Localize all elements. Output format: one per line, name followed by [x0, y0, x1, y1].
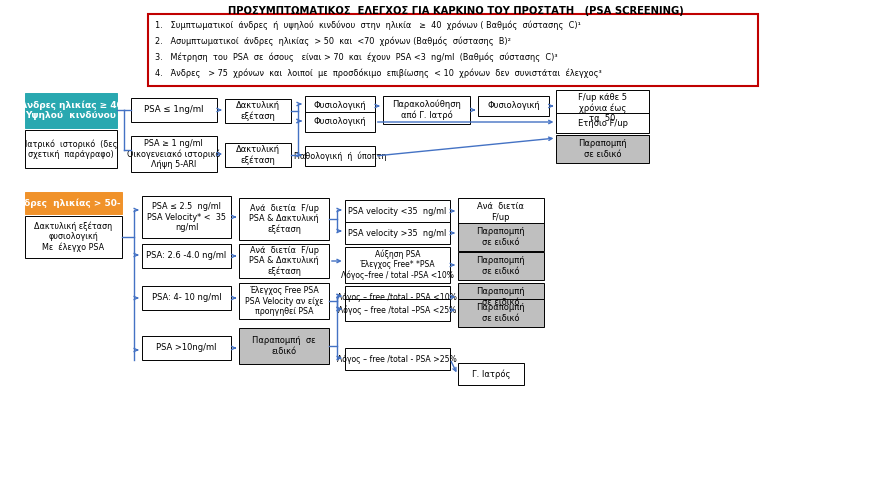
Text: 4.   Άνδρες   > 75  χρόνων  και  λοιποί  με  προσδόκιμο  επιβίωσης  < 10  χρόνων: 4. Άνδρες > 75 χρόνων και λοιποί με προσ…	[155, 69, 602, 79]
Text: Παραπομπή
σε ειδικό: Παραπομπή σε ειδικό	[477, 304, 525, 323]
FancyBboxPatch shape	[239, 198, 329, 240]
FancyBboxPatch shape	[556, 90, 649, 126]
Text: Γ. Ιατρός: Γ. Ιατρός	[471, 369, 511, 379]
Text: Αύξηση PSA
Έλεγχος Free* *PSA
Λόγος–free / total -PSA <10%: Αύξηση PSA Έλεγχος Free* *PSA Λόγος–free…	[341, 249, 454, 281]
FancyBboxPatch shape	[345, 286, 450, 308]
FancyBboxPatch shape	[149, 14, 758, 86]
FancyBboxPatch shape	[458, 252, 544, 280]
Text: Παραπομπή
σε ειδικό: Παραπομπή σε ειδικό	[578, 139, 627, 159]
FancyBboxPatch shape	[25, 130, 118, 168]
FancyBboxPatch shape	[556, 135, 649, 163]
Text: Δακτυλική εξέταση
φυσιολογική
Με  έλεγχο PSA: Δακτυλική εξέταση φυσιολογική Με έλεγχο …	[34, 222, 112, 252]
FancyBboxPatch shape	[345, 222, 450, 244]
FancyBboxPatch shape	[225, 143, 291, 167]
Text: PSA ≥ 1 ng/ml
Οικογενειακό ιστορικό
Λήψη 5-ARI: PSA ≥ 1 ng/ml Οικογενειακό ιστορικό Λήψη…	[127, 139, 221, 169]
Text: Ανά  διετία  F/up
PSA & Δακτυλική
εξέταση: Ανά διετία F/up PSA & Δακτυλική εξέταση	[249, 246, 319, 276]
FancyBboxPatch shape	[225, 99, 291, 123]
Text: Παραπομπή
σε ειδικό: Παραπομπή σε ειδικό	[477, 227, 525, 247]
Text: PSA: 4- 10 ng/ml: PSA: 4- 10 ng/ml	[151, 293, 221, 303]
Text: Λόγος – free /total –PSA <25%: Λόγος – free /total –PSA <25%	[338, 305, 456, 315]
FancyBboxPatch shape	[142, 336, 232, 360]
Text: 2.   Ασυμπτωματικοί  άνδρες  ηλικίας  > 50  και  <70  χρόνων (Βαθμός  σύστασης  : 2. Ασυμπτωματικοί άνδρες ηλικίας > 50 κα…	[155, 37, 511, 46]
Text: Λόγος – free /total - PSA >25%: Λόγος – free /total - PSA >25%	[338, 354, 457, 364]
FancyBboxPatch shape	[458, 223, 544, 251]
FancyBboxPatch shape	[458, 198, 544, 226]
Text: PSA velocity <35  ng/ml: PSA velocity <35 ng/ml	[348, 206, 446, 216]
Text: Ανά  διετία
F/up: Ανά διετία F/up	[478, 203, 524, 222]
FancyBboxPatch shape	[239, 283, 329, 319]
Text: Φυσιολογική: Φυσιολογική	[314, 102, 366, 110]
FancyBboxPatch shape	[382, 96, 470, 124]
FancyBboxPatch shape	[25, 93, 118, 128]
FancyBboxPatch shape	[131, 98, 217, 122]
Text: Παραπομπή
σε ειδικό: Παραπομπή σε ειδικό	[477, 287, 525, 306]
FancyBboxPatch shape	[25, 216, 122, 258]
Text: Δακτυλική
εξέταση: Δακτυλική εξέταση	[236, 101, 280, 121]
Text: PSA ≤ 1ng/ml: PSA ≤ 1ng/ml	[144, 105, 203, 115]
FancyBboxPatch shape	[239, 244, 329, 278]
FancyBboxPatch shape	[142, 244, 232, 268]
Text: Παραπομπή  σε
ειδικό: Παραπομπή σε ειδικό	[252, 336, 316, 356]
Text: Ανά  διετία  F/up
PSA & Δακτυλική
εξέταση: Ανά διετία F/up PSA & Δακτυλική εξέταση	[249, 204, 319, 234]
FancyBboxPatch shape	[305, 112, 375, 132]
Text: PSA: 2.6 -4.0 ng/ml: PSA: 2.6 -4.0 ng/ml	[146, 251, 226, 261]
FancyBboxPatch shape	[142, 286, 232, 310]
FancyBboxPatch shape	[305, 96, 375, 116]
Text: Άνδρες  ηλικίας > 50- 69: Άνδρες ηλικίας > 50- 69	[11, 198, 136, 208]
FancyBboxPatch shape	[305, 146, 375, 166]
FancyBboxPatch shape	[458, 363, 524, 385]
Text: Έλεγχος Free PSA
PSA Velocity αν είχε
προηγηθεί PSA: Έλεγχος Free PSA PSA Velocity αν είχε πρ…	[245, 286, 323, 316]
FancyBboxPatch shape	[345, 200, 450, 222]
Text: ΠΡΟΣΥΜΠΤΩΜΑΤΙΚΟΣ  ΕΛΕΓΧΟΣ ΓΙΑ ΚΑΡΚΙΝΟ ΤΟΥ ΠΡΟΣΤΑΤΗ   (PSA SCREENING): ΠΡΟΣΥΜΠΤΩΜΑΤΙΚΟΣ ΕΛΕΓΧΟΣ ΓΙΑ ΚΑΡΚΙΝΟ ΤΟΥ…	[228, 6, 683, 16]
FancyBboxPatch shape	[142, 196, 232, 238]
FancyBboxPatch shape	[345, 299, 450, 321]
FancyBboxPatch shape	[556, 113, 649, 133]
FancyBboxPatch shape	[345, 348, 450, 370]
Text: Άνδρες ηλικίας ≥ 40
Υψηλού  κινδύνου: Άνδρες ηλικίας ≥ 40 Υψηλού κινδύνου	[20, 101, 122, 121]
Text: Φυσιολογική: Φυσιολογική	[487, 102, 540, 110]
Text: Ιατρικό  ιστορικό  (δες
σχετική  παράγραφο): Ιατρικό ιστορικό (δες σχετική παράγραφο)	[25, 139, 117, 159]
Text: Φυσιολογική: Φυσιολογική	[314, 118, 366, 126]
FancyBboxPatch shape	[131, 136, 217, 172]
Text: Λόγος – free /total - PSA <10%: Λόγος – free /total - PSA <10%	[338, 292, 457, 302]
FancyBboxPatch shape	[458, 283, 544, 311]
Text: Δακτυλική
εξέταση: Δακτυλική εξέταση	[236, 145, 280, 165]
Text: Παθολογική  ή  ύποπτη: Παθολογική ή ύποπτη	[293, 151, 386, 161]
FancyBboxPatch shape	[25, 192, 122, 214]
Text: PSA >10ng/ml: PSA >10ng/ml	[156, 344, 217, 352]
Text: PSA ≤ 2.5  ng/ml
PSA Velocity* <  35
ng/ml: PSA ≤ 2.5 ng/ml PSA Velocity* < 35 ng/ml	[147, 202, 226, 232]
Text: Παρακολούθηση
από Γ. Ιατρό: Παρακολούθηση από Γ. Ιατρό	[392, 100, 461, 120]
Text: F/up κάθε 5
χρόνια έως
τα  50: F/up κάθε 5 χρόνια έως τα 50	[578, 93, 627, 123]
FancyBboxPatch shape	[458, 299, 544, 327]
FancyBboxPatch shape	[345, 247, 450, 283]
Text: Ετήσιο F/up: Ετήσιο F/up	[577, 119, 627, 127]
Text: 1.   Συμπτωματικοί  άνδρες  ή  υψηλού  κινδύνου  στην  ηλικία   ≥  40  χρόνων ( : 1. Συμπτωματικοί άνδρες ή υψηλού κινδύνο…	[155, 21, 581, 30]
Text: Παραπομπή
σε ειδικό: Παραπομπή σε ειδικό	[477, 256, 525, 276]
Text: PSA velocity >35  ng/ml: PSA velocity >35 ng/ml	[348, 228, 446, 238]
FancyBboxPatch shape	[239, 328, 329, 364]
Text: 3.   Μέτρηση  του  PSA  σε  όσους   είναι > 70  και  έχουν  PSA <3  ng/ml  (Βαθμ: 3. Μέτρηση του PSA σε όσους είναι > 70 κ…	[155, 53, 558, 62]
FancyBboxPatch shape	[478, 96, 549, 116]
